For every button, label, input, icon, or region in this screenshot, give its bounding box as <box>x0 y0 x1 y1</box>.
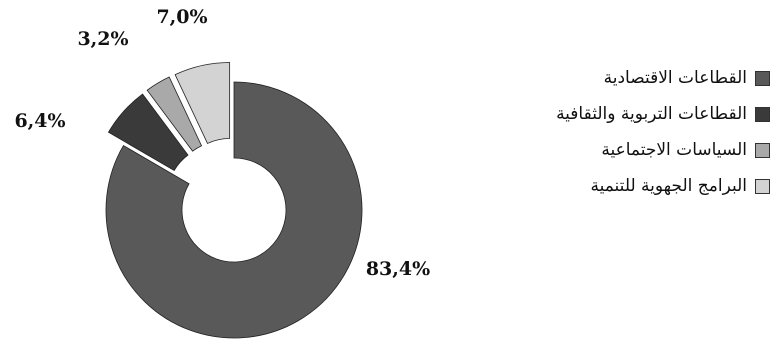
legend-swatch-2 <box>755 142 770 158</box>
donut-chart: 83,4% 6,4% 3,2% 7,0% <box>14 6 430 339</box>
legend-item-0: القطاعات الاقتصادية <box>520 60 770 96</box>
slice-3 <box>174 62 231 144</box>
legend: القطاعات الاقتصادية القطاعات التربوية وال… <box>520 60 770 204</box>
legend-item-3: البرامج الجهوية للتنمية <box>520 168 770 204</box>
legend-item-2: السياسات الاجتماعية <box>520 132 770 168</box>
legend-label-0: القطاعات الاقتصادية <box>603 68 747 88</box>
slice-2 <box>146 76 203 152</box>
slice-0 <box>105 81 363 339</box>
slice-label-0: 83,4% <box>366 258 430 280</box>
legend-label-3: البرامج الجهوية للتنمية <box>590 176 747 196</box>
slice-label-2: 3,2% <box>77 28 128 50</box>
legend-item-1: القطاعات التربوية والثقافية <box>520 96 770 132</box>
legend-swatch-3 <box>755 178 770 194</box>
legend-label-2: السياسات الاجتماعية <box>601 140 747 160</box>
legend-swatch-0 <box>755 70 770 86</box>
slice-label-3: 7,0% <box>156 6 207 28</box>
slice-label-1: 6,4% <box>14 110 65 132</box>
legend-swatch-1 <box>755 106 770 122</box>
slice-1 <box>107 93 189 172</box>
legend-label-1: القطاعات التربوية والثقافية <box>556 104 747 124</box>
